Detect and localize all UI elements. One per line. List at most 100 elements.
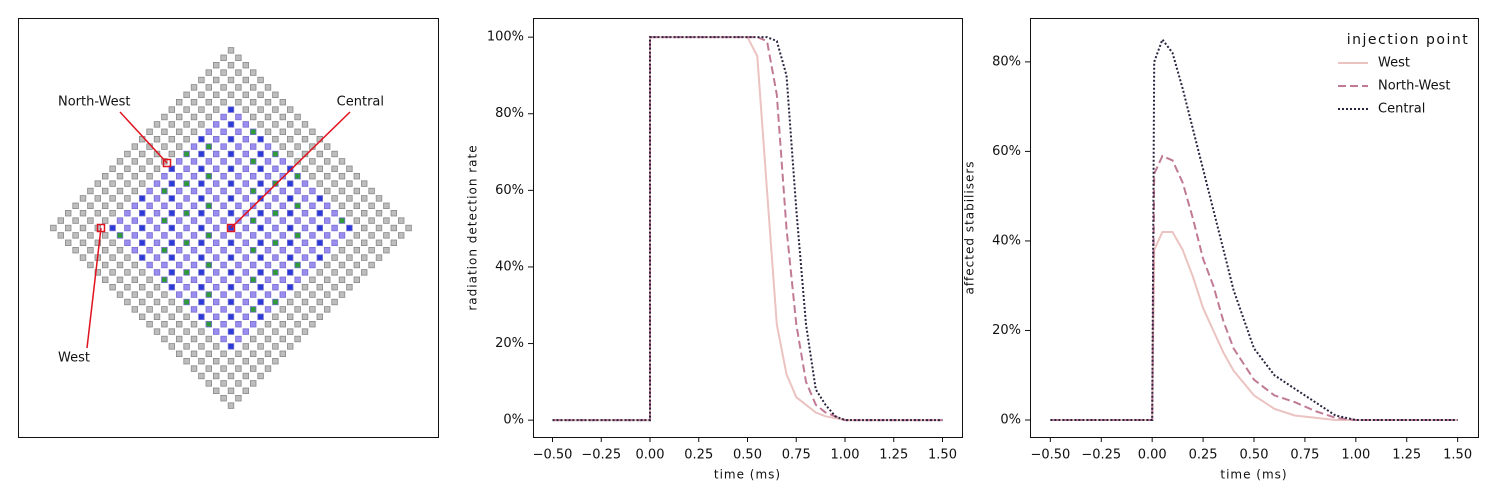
lattice-cell <box>220 69 227 76</box>
lattice-cell <box>264 306 272 313</box>
lattice-cell <box>205 276 212 283</box>
x-tick-label: 0.75 <box>782 448 811 463</box>
lattice-cell <box>242 357 249 365</box>
lattice-cell <box>249 84 257 91</box>
lattice-cell <box>368 232 375 239</box>
lattice-cell <box>212 239 220 246</box>
lattice-cell <box>249 99 257 106</box>
lattice-cell <box>272 269 279 276</box>
lattice-cell <box>383 246 390 254</box>
lattice-cell <box>116 202 124 209</box>
lattice-cell <box>249 335 257 343</box>
lattice-cell <box>220 128 227 135</box>
lattice-cell <box>168 224 175 232</box>
lattice-cell <box>131 202 138 209</box>
lattice-cell <box>116 276 124 283</box>
lattice-cell <box>138 165 146 172</box>
lattice-cell <box>190 158 198 165</box>
lattice-cell <box>190 232 198 239</box>
lattice-cell <box>338 276 346 283</box>
lattice-cell <box>175 276 183 283</box>
lattice-cell <box>220 158 227 165</box>
lattice-cell <box>116 217 124 224</box>
lattice-cell <box>205 202 212 209</box>
line-series <box>552 36 943 422</box>
annotation: Central <box>337 95 384 110</box>
lattice-cell <box>161 232 168 239</box>
x-tick-label: −0.25 <box>581 448 621 463</box>
lattice-cell <box>161 335 168 343</box>
lattice-cell <box>175 143 183 150</box>
lattice-cell <box>205 350 212 357</box>
lattice-cell <box>87 232 94 239</box>
lattice-cell <box>183 165 190 172</box>
lattice-cell <box>316 313 323 320</box>
lattice-cell <box>286 121 294 128</box>
lattice-cell <box>279 217 286 224</box>
lattice-cell <box>198 91 205 98</box>
y-tick-label: 20% <box>495 336 524 351</box>
lattice-cell <box>249 187 257 195</box>
lattice-cell <box>405 224 412 232</box>
lattice-cell <box>353 232 360 239</box>
lattice-cell <box>183 209 190 217</box>
lattice-cell <box>205 320 212 328</box>
lattice-cell <box>323 202 331 209</box>
lattice-cell <box>301 328 309 335</box>
lattice-cell <box>205 128 212 135</box>
lattice-cell <box>272 135 279 143</box>
lattice-cell <box>294 217 301 224</box>
lattice-cell <box>205 380 212 387</box>
lattice-cell <box>316 254 323 261</box>
lattice-cell <box>242 150 249 158</box>
lattice-cell <box>212 150 220 158</box>
lattice-cell <box>279 306 286 313</box>
lattice-cell <box>272 313 279 320</box>
lattice-cell <box>198 165 205 172</box>
lattice-cell <box>301 195 309 202</box>
lattice-cell <box>294 276 301 283</box>
lattice-cell <box>242 372 249 380</box>
lattice-cell <box>227 76 235 84</box>
y-tick-label: 100% <box>487 30 524 45</box>
lattice-cell <box>338 202 346 209</box>
lattice-cell <box>286 135 294 143</box>
lattice-cell <box>131 217 138 224</box>
lattice-cell <box>116 172 124 180</box>
lattice-cell <box>212 76 220 84</box>
lattice-cell <box>264 365 272 372</box>
lattice-cell <box>272 298 279 306</box>
lattice-cell <box>131 232 138 239</box>
lattice-cell <box>220 99 227 106</box>
x-tick-label: 0.50 <box>1240 448 1269 463</box>
lattice-cell <box>198 357 205 365</box>
lattice-cell <box>257 224 264 232</box>
lattice-cell <box>102 276 109 283</box>
lattice-cell <box>286 343 294 350</box>
callout-marker <box>96 223 106 233</box>
lattice-cell <box>360 239 368 246</box>
lattice-cell <box>286 254 294 261</box>
lattice-cell <box>264 99 272 106</box>
lattice-cell <box>190 202 198 209</box>
lattice-cell <box>220 113 227 121</box>
lattice-cell <box>205 291 212 298</box>
lattice-cell <box>116 158 124 165</box>
lattice-cell <box>309 276 316 283</box>
lattice-cell <box>109 165 116 172</box>
lattice-cell <box>168 106 175 113</box>
lattice-cell <box>331 195 338 202</box>
lattice-cell <box>72 202 79 209</box>
lattice-cell <box>198 372 205 380</box>
y-tick-label: 0% <box>1000 412 1021 427</box>
lattice-cell <box>279 99 286 106</box>
lattice-cell <box>249 217 257 224</box>
lattice-cell <box>168 180 175 187</box>
lattice-cell <box>346 283 353 291</box>
lattice-cell <box>175 99 183 106</box>
lattice-cell <box>249 143 257 150</box>
lattice-cell <box>138 150 146 158</box>
lattice-cell <box>316 283 323 291</box>
lattice-cell <box>294 232 301 239</box>
